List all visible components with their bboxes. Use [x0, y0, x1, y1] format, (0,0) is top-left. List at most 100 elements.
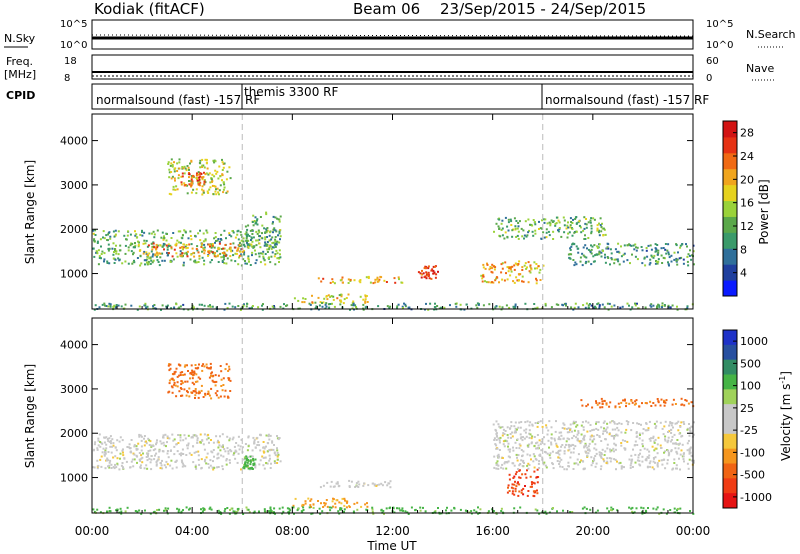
echo-cell: [655, 260, 657, 262]
echo-cell: [620, 245, 622, 248]
echo-cell: [636, 435, 639, 438]
echo-cell: [167, 252, 170, 255]
echo-cell: [107, 249, 110, 252]
echo-cell: [236, 461, 239, 464]
echo-cell: [387, 482, 390, 485]
echo-cell: [589, 435, 592, 438]
echo-cell: [210, 439, 212, 441]
echo-cell: [171, 164, 174, 166]
echo-cell: [631, 510, 634, 513]
echo-cell: [677, 447, 680, 450]
freq-tick-bottom: 8: [64, 73, 70, 84]
echo-cell: [661, 262, 664, 264]
echo-cell: [609, 460, 612, 463]
echo-cell: [325, 499, 328, 501]
echo-cell: [153, 304, 156, 306]
echo-cell: [202, 191, 205, 194]
echo-cell: [641, 432, 644, 435]
echo-cell: [188, 180, 190, 182]
echo-cell: [561, 427, 564, 429]
echo-cell: [232, 453, 235, 456]
velocity-colorbar-tick-label: 25: [740, 402, 754, 415]
y-tick-label: 4000: [60, 135, 88, 148]
echo-cell: [156, 439, 158, 442]
echo-cell: [172, 258, 175, 261]
power-colorbar-swatch: [723, 232, 737, 249]
echo-cell: [362, 303, 365, 306]
echo-cell: [342, 281, 344, 284]
echo-cell: [688, 452, 691, 455]
echo-cell: [612, 447, 615, 450]
echo-cell: [528, 424, 531, 427]
echo-cell: [589, 424, 592, 426]
echo-cell: [637, 423, 640, 425]
echo-cell: [586, 247, 588, 250]
echo-cell: [533, 445, 536, 448]
echo-cell: [194, 364, 197, 366]
echo-cell: [495, 432, 498, 435]
echo-cell: [378, 278, 381, 281]
echo-cell: [178, 390, 181, 393]
echo-cell: [229, 242, 232, 245]
echo-cell: [103, 436, 106, 439]
echo-cell: [501, 278, 504, 281]
echo-cell: [285, 304, 287, 307]
echo-cell: [503, 433, 506, 435]
echo-cell: [190, 184, 193, 187]
echo-cell: [207, 305, 210, 308]
echo-cell: [268, 234, 271, 237]
echo-cell: [623, 244, 626, 247]
echo-cell: [103, 441, 106, 444]
echo-cell: [230, 250, 233, 253]
echo-cell: [209, 506, 212, 509]
echo-cell: [555, 222, 558, 225]
echo-cell: [271, 222, 274, 225]
echo-cell: [658, 512, 661, 515]
echo-cell: [545, 426, 548, 429]
echo-cell: [673, 442, 676, 445]
echo-cell: [261, 224, 264, 227]
echo-cell: [649, 244, 652, 247]
echo-cell: [207, 367, 210, 370]
echo-cell: [607, 247, 610, 250]
echo-cell: [333, 282, 336, 285]
echo-cell: [376, 276, 379, 279]
echo-cell: [396, 305, 399, 308]
echo-cell: [513, 425, 516, 428]
echo-cell: [651, 445, 654, 448]
echo-cell: [206, 393, 209, 395]
echo-cell: [103, 237, 106, 240]
echo-cell: [359, 279, 362, 281]
echo-cell: [179, 254, 182, 257]
echo-cell: [618, 422, 621, 425]
echo-cell: [212, 193, 215, 196]
echo-cell: [177, 434, 180, 436]
echo-cell: [495, 462, 498, 465]
echo-cell: [159, 467, 162, 470]
echo-cell: [392, 507, 395, 510]
echo-cell: [125, 238, 128, 241]
echo-cell: [630, 507, 633, 510]
echo-cell: [573, 242, 576, 245]
echo-cell: [221, 433, 224, 436]
echo-cell: [178, 167, 181, 170]
y-tick-label: 1000: [60, 472, 88, 485]
echo-cell: [533, 466, 536, 469]
echo-cell: [522, 487, 525, 490]
echo-cell: [246, 262, 248, 265]
echo-cell: [365, 276, 368, 279]
echo-cell: [589, 251, 592, 254]
echo-cell: [618, 263, 621, 266]
echo-cell: [263, 451, 265, 454]
echo-cell: [516, 227, 519, 230]
echo-cell: [129, 447, 132, 450]
echo-cell: [582, 304, 585, 307]
echo-cell: [599, 406, 602, 409]
echo-cell: [189, 371, 192, 374]
echo-cell: [517, 279, 520, 282]
echo-cell: [246, 508, 249, 511]
velocity-colorbar-tick-label: -100: [740, 446, 765, 459]
echo-cell: [523, 234, 526, 237]
echo-cell: [331, 302, 333, 305]
echo-cell: [690, 425, 693, 428]
